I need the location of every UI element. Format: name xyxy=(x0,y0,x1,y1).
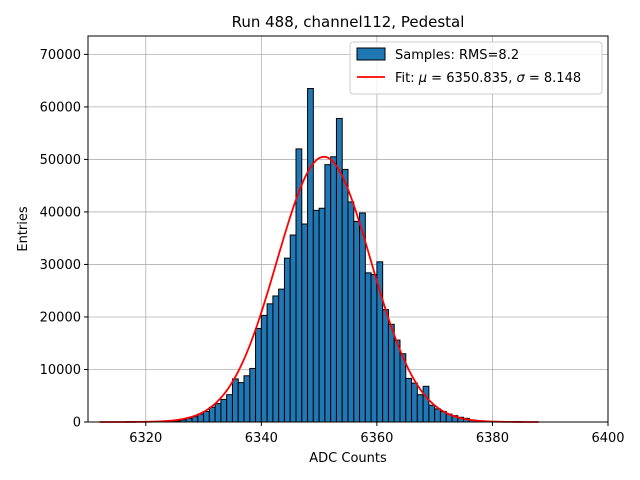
histogram-bar xyxy=(243,375,251,423)
histogram-bar xyxy=(382,309,389,423)
histogram-bar xyxy=(347,201,355,423)
y-axis: 0 10000 20000 30000 40000 50000 60000 70000 xyxy=(40,48,88,431)
y-tick-label: 50000 xyxy=(40,153,81,168)
histogram-bar xyxy=(191,416,199,423)
x-axis: 6320 6340 6360 6380 6400 xyxy=(129,422,625,446)
histogram-bar xyxy=(301,223,309,423)
histogram-bar xyxy=(411,382,418,423)
fit-curve xyxy=(99,155,539,423)
histogram-bars xyxy=(168,88,488,423)
histogram-bar xyxy=(272,295,280,423)
x-tick-label: 6400 xyxy=(591,431,624,446)
histogram-bar xyxy=(266,303,274,423)
histogram-bar xyxy=(278,288,285,423)
histogram-bar xyxy=(197,413,205,423)
histogram-bar xyxy=(231,378,239,423)
fit-curve-layer xyxy=(99,155,539,423)
histogram-bar xyxy=(370,273,378,423)
histogram-bar xyxy=(283,257,291,423)
legend-fit-sigma-value: = 8.148 xyxy=(525,71,581,86)
histogram-bar xyxy=(353,220,361,423)
y-axis-label: Entries xyxy=(16,206,31,252)
x-tick-label: 6380 xyxy=(476,431,509,446)
legend-fit-mu-symbol: μ xyxy=(418,71,427,86)
histogram-bar xyxy=(405,377,413,423)
y-tick-label: 20000 xyxy=(40,310,81,325)
histogram-bar xyxy=(289,234,297,423)
chart-title: Run 488, channel112, Pedestal xyxy=(232,13,465,31)
histogram-bar xyxy=(324,164,332,423)
y-tick-label: 30000 xyxy=(40,258,81,273)
histogram-bar xyxy=(307,88,314,423)
y-tick-label: 60000 xyxy=(40,100,81,115)
histogram-bar xyxy=(428,404,436,423)
y-tick-label: 0 xyxy=(73,416,81,431)
legend: Samples: RMS=8.2 Fit: μ = 6350.835, σ = … xyxy=(349,41,603,95)
x-tick-label: 6340 xyxy=(245,431,278,446)
histogram-bar xyxy=(226,394,233,423)
y-tick-label: 10000 xyxy=(40,363,81,378)
histogram-bar xyxy=(335,117,343,423)
x-tick-label: 6360 xyxy=(360,431,393,446)
legend-label-samples: Samples: RMS=8.2 xyxy=(395,48,519,63)
legend-fit-mu-value: = 6350.835, xyxy=(427,71,516,86)
histogram-bar xyxy=(359,212,366,423)
legend-fit-prefix: Fit: xyxy=(395,71,419,86)
histogram-bar xyxy=(237,382,245,423)
y-tick-label: 70000 xyxy=(40,48,81,63)
histogram-bar xyxy=(399,353,407,423)
histogram-bar xyxy=(318,207,326,423)
histogram-bar xyxy=(393,339,401,423)
histogram-bar xyxy=(364,272,372,423)
legend-fit-sigma-symbol: σ xyxy=(517,71,526,86)
histogram-bar xyxy=(387,323,395,423)
histogram-bar xyxy=(220,398,228,423)
histogram-bar xyxy=(330,156,337,423)
histogram-bar xyxy=(434,408,441,423)
y-tick-label: 40000 xyxy=(40,205,81,220)
legend-swatch-samples xyxy=(356,47,386,61)
histogram-bar xyxy=(312,209,320,423)
histogram-bar xyxy=(255,328,262,423)
histogram-bar xyxy=(203,410,210,423)
histogram-bar xyxy=(249,367,257,423)
plot-frame xyxy=(87,35,609,423)
legend-label-fit: Fit: μ = 6350.835, σ = 8.148 xyxy=(395,71,581,86)
legend-box xyxy=(349,41,603,95)
x-axis-label: ADC Counts xyxy=(309,451,387,466)
histogram-bar xyxy=(341,168,349,423)
x-tick-label: 6320 xyxy=(129,431,162,446)
histogram-bar xyxy=(208,406,216,423)
histogram-bar xyxy=(422,385,430,423)
histogram-bar xyxy=(214,403,222,423)
histogram-bar xyxy=(260,314,268,423)
histogram-bar xyxy=(416,394,424,423)
